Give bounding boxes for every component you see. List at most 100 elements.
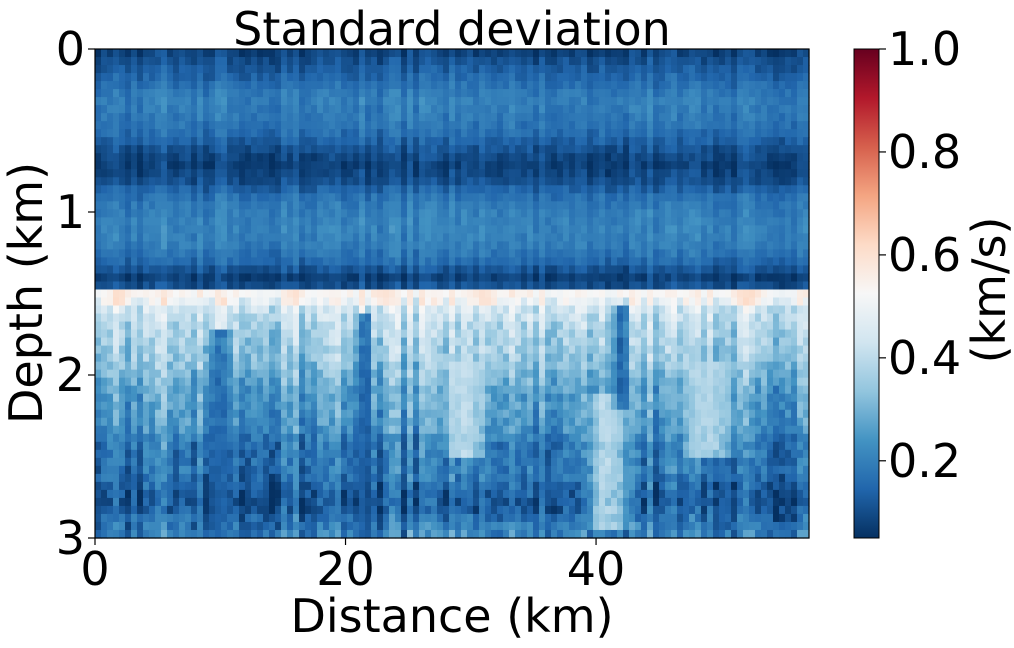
heatmap-cell	[503, 193, 510, 202]
heatmap-cell	[257, 345, 264, 355]
heatmap-cell	[623, 289, 630, 299]
heatmap-cell	[659, 369, 666, 379]
heatmap-cell	[641, 345, 648, 355]
heatmap-cell	[617, 321, 624, 331]
heatmap-cell	[137, 281, 144, 291]
heatmap-cell	[437, 257, 444, 267]
heatmap-cell	[515, 321, 522, 331]
heatmap-cell	[497, 145, 504, 154]
heatmap-cell	[389, 337, 396, 347]
heatmap-cell	[251, 249, 258, 259]
heatmap-cell	[431, 225, 438, 234]
heatmap-cell	[449, 73, 456, 82]
heatmap-cell	[389, 353, 396, 363]
heatmap-cell	[587, 177, 594, 186]
heatmap-cell	[665, 129, 672, 138]
heatmap-cell	[125, 257, 132, 267]
heatmap-cell	[635, 193, 642, 202]
heatmap-cell	[545, 249, 552, 259]
heatmap-cell	[431, 169, 438, 178]
heatmap-cell	[107, 89, 114, 98]
heatmap-cell	[413, 137, 420, 146]
heatmap-cell	[143, 217, 150, 226]
heatmap-cell	[521, 169, 528, 178]
heatmap-cell	[329, 369, 336, 379]
heatmap-cell	[491, 353, 498, 363]
heatmap-cell	[221, 161, 228, 170]
heatmap-cell	[785, 353, 792, 363]
heatmap-cell	[611, 297, 618, 307]
heatmap-cell	[677, 137, 684, 146]
heatmap-cell	[485, 57, 492, 66]
heatmap-cell	[635, 329, 642, 339]
heatmap-cell	[431, 233, 438, 242]
heatmap-cell	[557, 369, 564, 379]
heatmap-cell	[293, 209, 300, 218]
heatmap-cell	[629, 369, 636, 379]
heatmap-cell	[377, 329, 384, 339]
heatmap-cell	[659, 121, 666, 130]
heatmap-cell	[413, 345, 420, 355]
heatmap-cell	[677, 313, 684, 323]
heatmap-cell	[791, 145, 798, 154]
heatmap-cell	[179, 49, 186, 58]
heatmap-cell	[275, 217, 282, 226]
heatmap-cell	[173, 89, 180, 98]
heatmap-cell	[419, 161, 426, 170]
heatmap-cell	[419, 121, 426, 130]
heatmap-cell	[731, 297, 738, 307]
heatmap-cell	[413, 129, 420, 138]
heatmap-cell	[281, 377, 288, 387]
heatmap-cell	[155, 113, 162, 122]
heatmap-cell	[497, 217, 504, 226]
heatmap-cell	[653, 377, 660, 387]
heatmap-cell	[257, 289, 264, 299]
heatmap-cell	[737, 361, 744, 371]
heatmap-cell	[473, 145, 480, 154]
heatmap-cell	[227, 281, 234, 291]
heatmap-cell	[533, 105, 540, 114]
heatmap-cell	[413, 81, 420, 90]
heatmap-cell	[539, 329, 546, 339]
heatmap-cell	[203, 265, 210, 275]
heatmap-cell	[533, 65, 540, 74]
heatmap-cell	[473, 201, 480, 210]
heatmap-cell	[641, 49, 648, 58]
heatmap-cell	[659, 73, 666, 82]
heatmap-cell	[197, 57, 204, 66]
heatmap-cell	[371, 113, 378, 122]
heatmap-cell	[515, 137, 522, 146]
heatmap-cell	[605, 177, 612, 186]
heatmap-cell	[131, 257, 138, 267]
heatmap-cell	[497, 201, 504, 210]
heatmap-cell	[707, 145, 714, 154]
heatmap-cell	[281, 49, 288, 58]
heatmap-cell	[251, 121, 258, 130]
heatmap-cell	[761, 209, 768, 218]
heatmap-cell	[329, 305, 336, 315]
heatmap-cell	[335, 177, 342, 186]
heatmap-cell	[311, 369, 318, 379]
heatmap-cell	[323, 321, 330, 331]
heatmap-cell	[629, 105, 636, 114]
heatmap-cell	[611, 209, 618, 218]
heatmap-cell	[551, 377, 558, 387]
heatmap-cell	[737, 225, 744, 234]
heatmap-cell	[707, 337, 714, 347]
heatmap-cell	[743, 113, 750, 122]
heatmap-cell	[605, 361, 612, 371]
heatmap-cell	[653, 201, 660, 210]
heatmap-cell	[413, 209, 420, 218]
heatmap-cell	[365, 105, 372, 114]
heatmap-cell	[551, 217, 558, 226]
heatmap-cell	[551, 297, 558, 307]
heatmap-cell	[563, 169, 570, 178]
heatmap-cell	[245, 89, 252, 98]
heatmap-cell	[551, 361, 558, 371]
heatmap-cell	[617, 145, 624, 154]
heatmap-cell	[701, 201, 708, 210]
heatmap-cell	[371, 193, 378, 202]
heatmap-cell	[143, 97, 150, 106]
heatmap-cell	[515, 209, 522, 218]
heatmap-cell	[785, 225, 792, 234]
